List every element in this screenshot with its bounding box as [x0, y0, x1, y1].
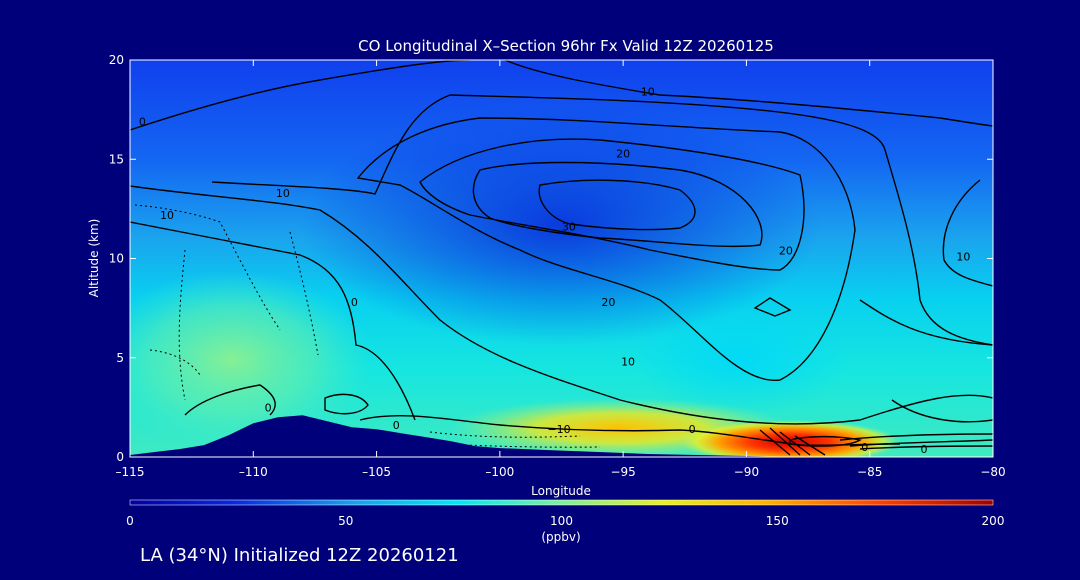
y-axis: 0 5 10 15 20: [109, 53, 993, 464]
colorbar-tick-label: 100: [550, 514, 573, 528]
contour-line: [504, 60, 993, 127]
plot-area: 10 0 10 10 20 30 20 10 0 20 10 0 0 −10 0 0 0: [130, 60, 993, 457]
x-tick-label: −80: [980, 465, 1005, 479]
contour-line: [839, 433, 993, 441]
contour-labels: 10 0 10 10 20 30 20 10 0 20 10 0 0 −10 0 0 0: [139, 86, 971, 456]
contour-label: 30: [562, 221, 576, 234]
footer-caption: LA (34°N) Initialized 12Z 20260121: [140, 545, 459, 566]
y-tick-label: 10: [109, 252, 124, 266]
plume-core: [680, 420, 900, 457]
contour-line: [942, 179, 993, 287]
contour-line: [859, 299, 993, 346]
contour-label: 0: [351, 296, 358, 309]
y-tick-label: 5: [116, 351, 124, 365]
contour-label: 20: [779, 245, 793, 258]
negative-contour: [178, 249, 186, 401]
midlevel-plume: [630, 305, 850, 415]
colorbar-tick-label: 200: [982, 514, 1005, 528]
contour-lines: [130, 60, 993, 456]
chart-title: CO Longitudinal X–Section 96hr Fx Valid …: [358, 37, 774, 55]
contour-line: [211, 94, 993, 346]
x-tick-label: −95: [610, 465, 635, 479]
contour-line: [753, 297, 792, 317]
negative-contour: [149, 349, 201, 376]
contour-line: [419, 138, 805, 271]
contour-label: −10: [547, 423, 570, 436]
colorbar-ticks: 0 50 100 150 200: [126, 514, 1004, 528]
x-tick-label: –110: [239, 465, 268, 479]
negative-contour: [429, 431, 581, 438]
contour-label: 10: [621, 356, 635, 369]
contour-line: [130, 60, 471, 131]
contour-label: 10: [276, 187, 290, 200]
contour-line: [789, 435, 862, 447]
y-tick-label: 20: [109, 53, 124, 67]
contour-label: 0: [393, 419, 400, 432]
contour-line: [184, 384, 276, 416]
contour-label: 0: [139, 116, 146, 129]
contour-label: 0: [861, 441, 868, 454]
x-tick-label: −90: [734, 465, 759, 479]
contour-line: [849, 439, 993, 447]
contour-label: 0: [920, 443, 927, 456]
contour-line: [130, 185, 993, 425]
contour-line: [538, 179, 696, 231]
contour-label: 10: [641, 86, 655, 99]
contour-line: [356, 117, 856, 381]
western-enhancement: [130, 270, 372, 450]
y-axis-label: Altitude (km): [87, 219, 101, 298]
contour-line: [472, 161, 763, 248]
colorbar-tick-label: 150: [766, 514, 789, 528]
x-axis-label: Longitude: [531, 484, 591, 498]
contour-line: [779, 431, 811, 456]
x-tick-label: −85: [857, 465, 882, 479]
terrain: [130, 415, 993, 457]
negative-contour: [289, 231, 319, 356]
y-tick-label: 15: [109, 152, 124, 166]
upper-tropospheric-low: [300, 105, 820, 345]
contour-line: [794, 435, 826, 456]
x-axis: –115 –110 –105 –100 −95 −90 −85 −80: [116, 60, 1006, 479]
x-tick-label: –100: [485, 465, 514, 479]
contour-line: [891, 399, 993, 423]
colorbar-tick-label: 50: [338, 514, 353, 528]
contour-line: [769, 427, 801, 456]
contour-label: 20: [601, 296, 615, 309]
contour-label: 20: [616, 147, 630, 160]
colorbar-units: (ppbv): [541, 530, 580, 544]
contour-label: 10: [956, 250, 970, 263]
contour-label: 0: [265, 401, 272, 414]
x-tick-label: –115: [116, 465, 145, 479]
contour-label: 10: [160, 209, 174, 222]
contour-line: [359, 415, 901, 446]
contour-label: 0: [689, 423, 696, 436]
y-tick-label: 0: [116, 450, 124, 464]
x-tick-label: –105: [362, 465, 391, 479]
contour-line: [130, 221, 416, 421]
colorbar-tick-label: 0: [126, 514, 134, 528]
contour-line: [859, 445, 993, 450]
contour-line: [759, 429, 791, 456]
contour-line: [324, 393, 369, 415]
colorbar: [129, 499, 994, 506]
